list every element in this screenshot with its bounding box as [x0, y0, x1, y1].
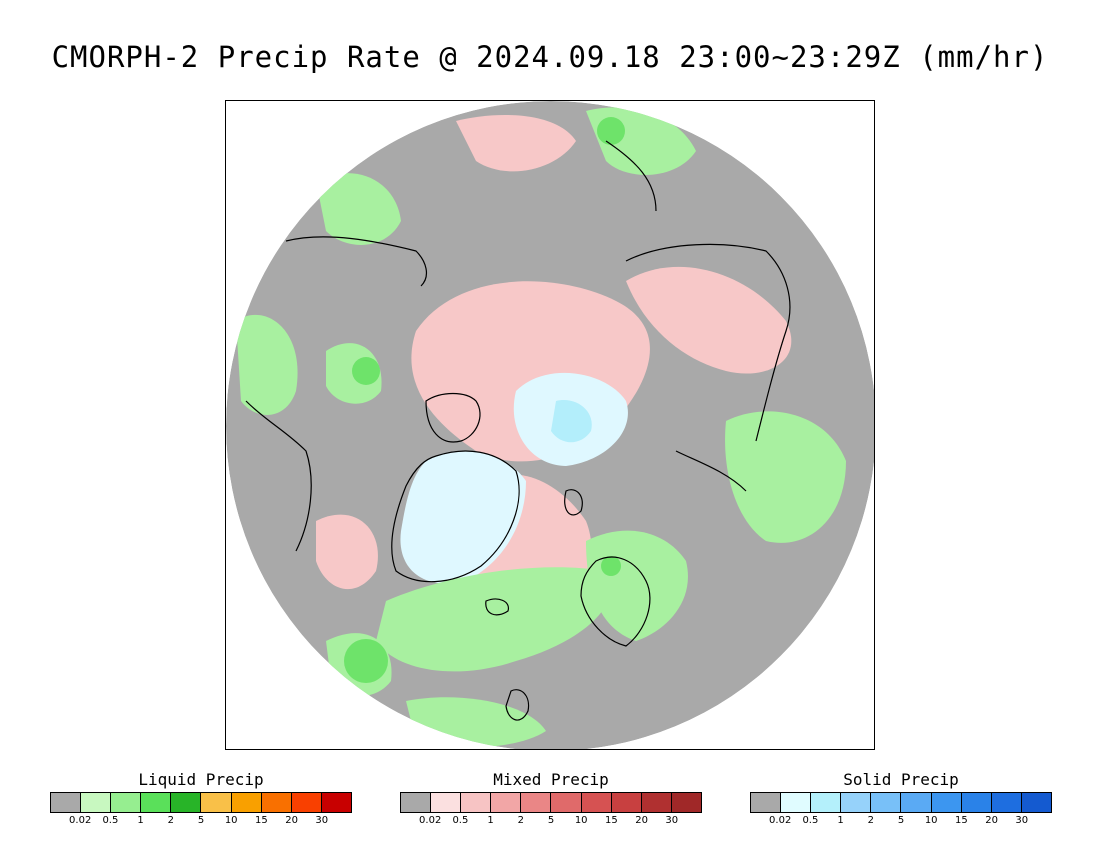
mixed-precip-region-north — [456, 115, 576, 172]
legend-solid-precip: Solid Precip 0.02 0.5 1 2 5 10 15 20 30 — [750, 770, 1052, 827]
legend-tick-label: 1 — [487, 815, 494, 826]
legend-tick-label: 5 — [547, 815, 555, 826]
legend-title: Mixed Precip — [493, 770, 609, 789]
canada-coastline — [245, 400, 312, 552]
liquid-precip-region-alaska — [316, 173, 401, 245]
coastlines — [245, 140, 791, 721]
precip-map-canvas — [226, 101, 874, 749]
legend-liquid-precip: Liquid Precip 0.02 0.5 1 2 5 10 15 20 30 — [50, 770, 352, 827]
legend-swatch — [841, 793, 872, 812]
legend-tick-label: 0.02 — [69, 815, 92, 826]
legend-swatch — [931, 793, 962, 812]
legend-tick-label: 1 — [837, 815, 844, 826]
legend-swatch — [81, 793, 112, 812]
legend-swatch — [901, 793, 932, 812]
legend-swatch — [491, 793, 522, 812]
legend-swatch — [461, 793, 492, 812]
legend-swatch — [141, 793, 172, 812]
legend-tick-label: 30 — [665, 815, 679, 826]
legend-title: Solid Precip — [843, 770, 959, 789]
legend-swatch — [111, 793, 142, 812]
legend-swatch — [781, 793, 812, 812]
mixed-precip-region-east — [626, 266, 792, 374]
liquid-precip-region-siberia — [725, 411, 846, 543]
legend-swatch — [811, 793, 842, 812]
legend-tick-label: 20 — [285, 815, 298, 826]
legend-tick-label: 0.02 — [769, 815, 792, 826]
legend-swatch — [261, 793, 292, 812]
liquid-precip-storm-cell — [344, 639, 388, 683]
greenland-coastline — [391, 450, 520, 583]
liquid-precip-cell-north — [597, 117, 625, 145]
legend-tick-label: 10 — [924, 815, 938, 826]
legend-color-bar — [50, 792, 352, 813]
legend-tick-label: 0.02 — [419, 815, 442, 826]
legend-tick-label: 30 — [315, 815, 329, 826]
map-title: CMORPH-2 Precip Rate @ 2024.09.18 23:00~… — [51, 40, 1049, 74]
british-isles-coastline — [505, 689, 530, 721]
mixed-precip-region-west — [316, 514, 378, 590]
legend-swatch — [171, 793, 202, 812]
solid-precip-core — [551, 400, 592, 443]
solid-precip-region-greenland — [400, 450, 526, 584]
liquid-precip-region-atlantic — [376, 567, 612, 672]
legend-tick-label: 15 — [605, 815, 618, 826]
legend-swatch — [321, 793, 351, 812]
alaska-coastline — [285, 236, 428, 287]
legend-color-bar — [400, 792, 702, 813]
legend-tick-label: 5 — [197, 815, 205, 826]
legend-tick-label: 1 — [137, 815, 144, 826]
legend-swatch — [231, 793, 262, 812]
legend-mixed-precip: Mixed Precip 0.02 0.5 1 2 5 10 15 20 30 — [400, 770, 702, 827]
legend-swatch — [551, 793, 582, 812]
legend-tick-label: 20 — [985, 815, 998, 826]
legend-swatch — [51, 793, 82, 812]
legend-swatch — [431, 793, 462, 812]
liquid-precip-cell-canada — [352, 357, 380, 385]
legend-tick-label: 2 — [867, 815, 874, 826]
legend-swatch — [521, 793, 552, 812]
eurasia-north-coastline — [675, 450, 747, 492]
canadian-archipelago-coastline — [425, 392, 481, 443]
legend-tick-label: 20 — [635, 815, 648, 826]
legend-swatch — [1021, 793, 1051, 812]
legend-swatch — [671, 793, 701, 812]
legend-tick-label: 30 — [1015, 815, 1029, 826]
legend-tick-label: 2 — [167, 815, 174, 826]
siberia-coastline — [625, 243, 791, 442]
legend-swatch — [751, 793, 782, 812]
legend-tick-label: 0.5 — [802, 815, 819, 826]
legend-swatch — [641, 793, 672, 812]
svalbard-coastline — [564, 489, 583, 516]
chukotka-coastline — [605, 140, 657, 212]
liquid-precip-cell-scandinavia — [601, 556, 621, 576]
legend-swatch — [871, 793, 902, 812]
legend-tick-labels: 0.02 0.5 1 2 5 10 15 20 30 — [50, 813, 352, 827]
legend-swatch — [611, 793, 642, 812]
legend-swatch — [291, 793, 322, 812]
legend-tick-label: 10 — [224, 815, 238, 826]
legend-tick-label: 0.5 — [452, 815, 469, 826]
legend-tick-label: 15 — [255, 815, 268, 826]
liquid-precip-region-canada — [236, 314, 298, 415]
legend-swatch — [581, 793, 612, 812]
iceland-coastline — [485, 598, 510, 616]
legend-tick-labels: 0.02 0.5 1 2 5 10 15 20 30 — [750, 813, 1052, 827]
legend-color-bar — [750, 792, 1052, 813]
legend-tick-label: 0.5 — [102, 815, 119, 826]
scandinavia-coastline — [580, 556, 651, 647]
legend-tick-label: 2 — [517, 815, 524, 826]
legend-tick-label: 10 — [574, 815, 588, 826]
legend-title: Liquid Precip — [138, 770, 264, 789]
legend-swatch — [401, 793, 432, 812]
legend-swatch — [991, 793, 1022, 812]
legend-tick-labels: 0.02 0.5 1 2 5 10 15 20 30 — [400, 813, 702, 827]
legend-swatch — [961, 793, 992, 812]
legend-swatch — [201, 793, 232, 812]
polar-precip-map — [225, 100, 875, 750]
legend-tick-label: 5 — [897, 815, 905, 826]
legend-tick-label: 15 — [955, 815, 968, 826]
